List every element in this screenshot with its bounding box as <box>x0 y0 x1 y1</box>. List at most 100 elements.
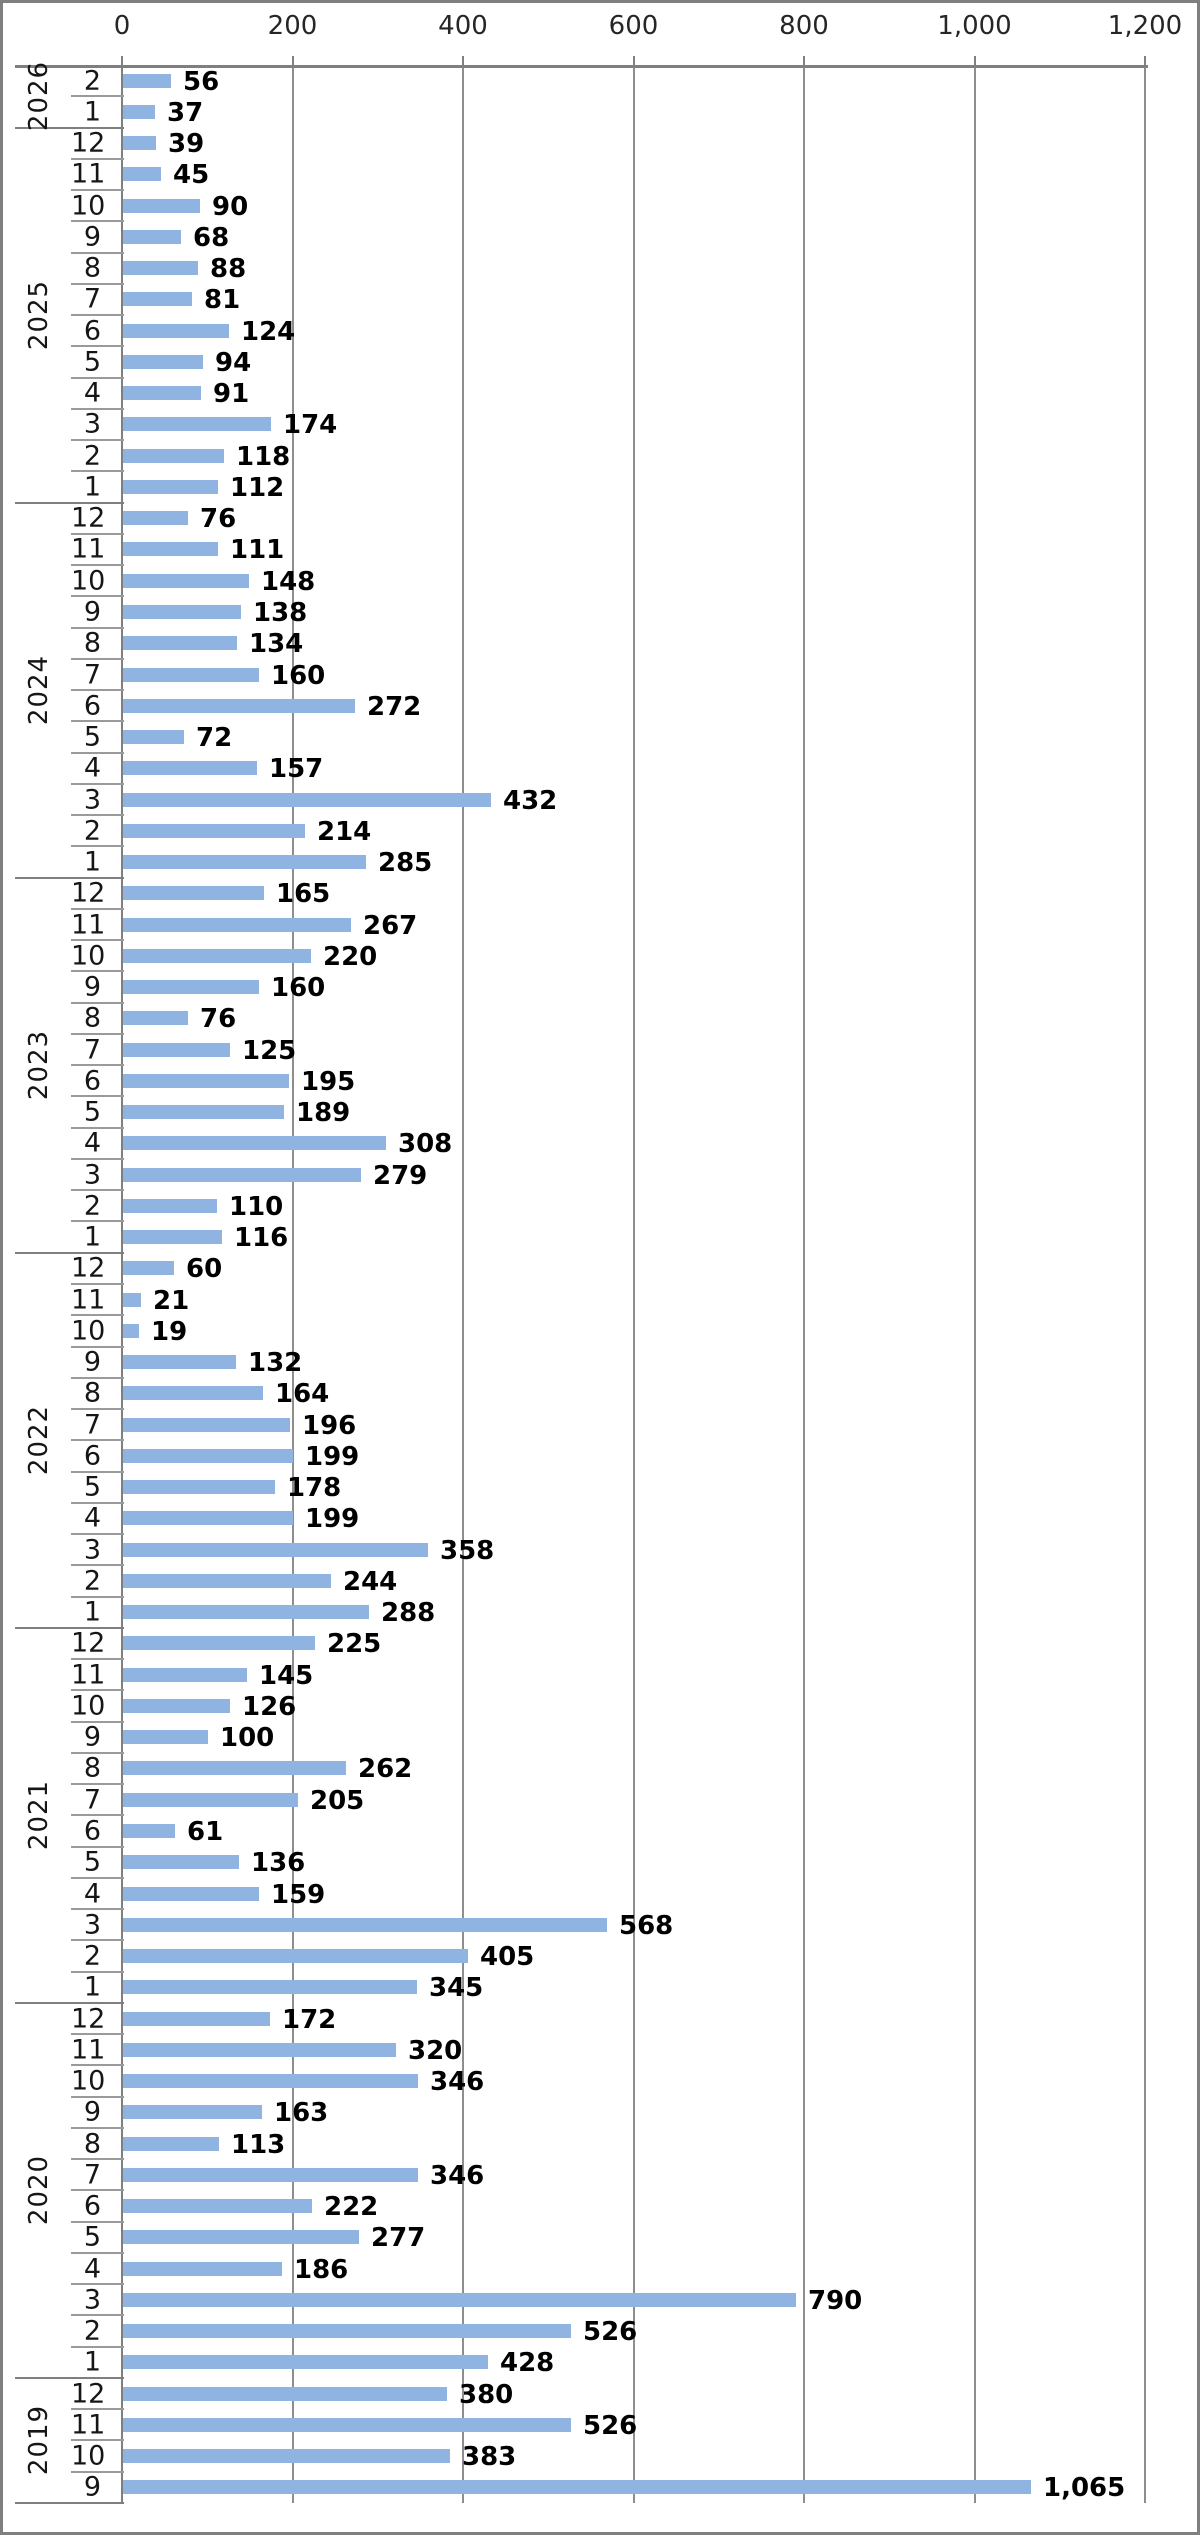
bar <box>123 667 259 682</box>
bar-value-label: 145 <box>259 1660 314 1691</box>
month-label: 1 <box>83 96 101 128</box>
month-label: 10 <box>71 565 106 597</box>
bar-value-label: 220 <box>323 941 378 972</box>
bar <box>123 1698 230 1713</box>
month-label: 8 <box>83 252 101 284</box>
month-separator-line <box>71 1939 124 1942</box>
year-label-text: 2019 <box>24 2405 55 2476</box>
year-label-text: 2020 <box>24 2155 55 2226</box>
month-label: 3 <box>83 1159 101 1191</box>
month-label: 4 <box>83 752 101 784</box>
month-separator-line <box>71 1439 124 1442</box>
bar-value-label: 428 <box>500 2348 555 2379</box>
month-separator-line <box>71 2408 124 2411</box>
x-axis-tick-mark <box>462 56 464 65</box>
month-separator-line <box>71 2470 124 2473</box>
month-label: 3 <box>83 784 101 816</box>
month-separator-line <box>71 782 124 785</box>
month-label: 9 <box>83 596 101 628</box>
bar-value-label: 21 <box>153 1285 190 1316</box>
bar-value-label: 346 <box>430 2160 485 2191</box>
bar <box>123 1917 607 1932</box>
bar <box>123 1136 386 1151</box>
bar <box>123 1105 284 1120</box>
month-label: 2 <box>83 440 101 472</box>
bar-value-label: 72 <box>196 723 233 753</box>
bar-value-label: 56 <box>183 66 220 97</box>
bar-value-label: 159 <box>271 1879 326 1910</box>
bar-value-label: 126 <box>242 1691 297 1722</box>
month-separator-line <box>71 2439 124 2442</box>
month-separator-line <box>71 751 124 754</box>
bar-value-label: 790 <box>808 2285 863 2316</box>
bar <box>123 698 355 713</box>
bar <box>123 167 161 182</box>
x-axis-tick-label: 800 <box>779 11 829 41</box>
x-gridline <box>973 65 976 2503</box>
bar <box>123 761 257 776</box>
month-label: 10 <box>71 190 106 222</box>
bar-value-label: 279 <box>373 1160 428 1191</box>
month-separator-line <box>71 1689 124 1692</box>
month-label: 5 <box>83 1096 101 1128</box>
bar <box>123 542 218 557</box>
x-axis-tick-label: 1,200 <box>1107 11 1183 41</box>
bar <box>123 1511 293 1526</box>
bar <box>123 2230 359 2245</box>
month-label: 1 <box>83 2346 101 2378</box>
bar <box>123 1386 263 1401</box>
month-label: 3 <box>83 2284 101 2316</box>
month-label: 7 <box>83 659 101 690</box>
bar-value-label: 88 <box>210 254 247 285</box>
bar <box>123 1198 217 1213</box>
month-separator-line <box>71 1064 124 1067</box>
month-separator-line <box>71 564 124 567</box>
x-axis-tick-label: 0 <box>113 11 131 41</box>
month-separator-line <box>71 2158 124 2161</box>
month-separator-line <box>71 1283 124 1285</box>
month-separator-line <box>71 439 124 442</box>
month-label: 12 <box>71 2378 106 2410</box>
month-separator-line <box>71 1876 124 1879</box>
bar-value-label: 288 <box>381 1598 436 1629</box>
month-separator-line <box>71 1408 124 1411</box>
month-separator-line <box>71 1533 124 1536</box>
month-separator-line <box>71 1595 124 1598</box>
bar-value-label: 214 <box>317 816 372 847</box>
month-separator-line <box>71 1501 124 1504</box>
bar-value-label: 37 <box>167 97 204 128</box>
month-label: 2 <box>83 2315 101 2347</box>
x-gridline <box>462 65 464 2503</box>
bar <box>123 948 311 963</box>
month-label: 2 <box>83 1190 101 1222</box>
month-label: 2 <box>83 1565 101 1597</box>
bar <box>123 448 224 463</box>
bar-value-label: 163 <box>274 2098 329 2129</box>
bar <box>123 1480 275 1495</box>
bar-value-label: 118 <box>236 441 291 472</box>
bar <box>123 386 201 401</box>
bar <box>123 792 491 807</box>
bar-value-label: 113 <box>231 2129 286 2160</box>
month-label: 1 <box>83 846 101 878</box>
bar-value-label: 568 <box>619 1910 674 1941</box>
bar <box>123 886 264 901</box>
bar-value-label: 178 <box>287 1473 342 1504</box>
month-separator-line <box>71 1470 124 1473</box>
bar <box>123 417 271 432</box>
bar <box>123 1823 175 1838</box>
month-label: 4 <box>83 2253 101 2285</box>
year-label: 2020 <box>11 2003 67 2378</box>
bar <box>123 1667 247 1682</box>
x-axis-tick-mark <box>803 56 805 65</box>
bar <box>123 2386 447 2401</box>
year-label: 2022 <box>11 1253 67 1628</box>
year-separator-line <box>15 876 124 879</box>
bar-value-label: 68 <box>193 222 230 253</box>
bar-value-label: 244 <box>343 1566 398 1597</box>
bar <box>123 730 184 744</box>
x-axis-tick-mark <box>291 56 294 65</box>
bar-value-label: 90 <box>212 191 249 222</box>
month-separator-line <box>71 1314 124 1317</box>
bar-value-label: 160 <box>271 660 326 691</box>
